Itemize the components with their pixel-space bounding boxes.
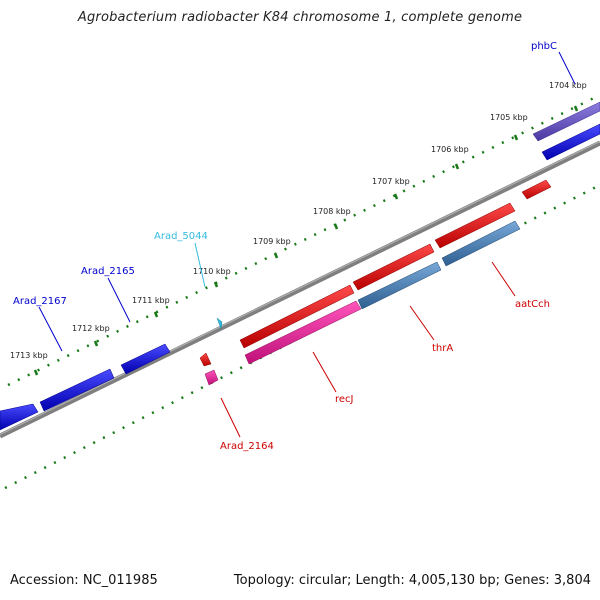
gene-label-thra[interactable]: thrA <box>432 343 453 354</box>
gene-label-arad-5044[interactable]: Arad_5044 <box>154 231 208 242</box>
gene-feature-blue-1[interactable] <box>120 343 171 375</box>
gene-feature-phbc[interactable] <box>532 101 600 142</box>
tick-label-1707: 1707 kbp <box>372 177 410 186</box>
gene-feature-recj[interactable] <box>244 300 362 365</box>
tick-label-1709: 1709 kbp <box>253 237 291 246</box>
gene-feature-red-small[interactable] <box>199 352 212 367</box>
inner-tick-track <box>4 183 600 490</box>
gene-feature-arad-2164[interactable] <box>204 369 219 386</box>
gene-feature-blue-3[interactable] <box>0 403 39 431</box>
reverse-strand-genes <box>199 220 521 386</box>
gene-callout-lines <box>38 51 576 438</box>
gene-feature-red-short[interactable] <box>521 179 552 200</box>
gene-labels: phbC Arad_5044 Arad_2165 Arad_2167 aatCc… <box>13 41 557 452</box>
gene-feature-red-3[interactable] <box>239 284 355 349</box>
chromosome-backbone <box>0 140 600 439</box>
gene-feature-red-1[interactable] <box>434 202 516 249</box>
outer-tick-track <box>7 93 600 387</box>
tick-labels: 1704 kbp 1705 kbp 1706 kbp 1707 kbp 1708… <box>10 81 587 360</box>
gene-label-arad-2164[interactable]: Arad_2164 <box>220 441 274 452</box>
gene-feature-blue-2[interactable] <box>39 368 115 412</box>
gene-label-arad-2165[interactable]: Arad_2165 <box>81 266 135 277</box>
tick-label-1711: 1711 kbp <box>132 296 170 305</box>
gene-label-arad-2167[interactable]: Arad_2167 <box>13 296 67 307</box>
map-title: Agrobacterium radiobacter K84 chromosome… <box>77 10 523 25</box>
major-tick-marks <box>33 105 579 376</box>
tick-label-1710: 1710 kbp <box>193 267 231 276</box>
tick-label-1712: 1712 kbp <box>72 324 110 333</box>
gene-feature-steel-1[interactable] <box>441 220 521 267</box>
gene-feature-blue-right[interactable] <box>541 123 600 161</box>
genome-summary-text: Topology: circular; Length: 4,005,130 bp… <box>233 573 591 588</box>
gene-label-phbc[interactable]: phbC <box>531 41 557 52</box>
tick-label-1705: 1705 kbp <box>490 113 528 122</box>
tick-label-1708: 1708 kbp <box>313 207 351 216</box>
gene-feature-red-2[interactable] <box>352 243 435 291</box>
accession-text: Accession: NC_011985 <box>10 573 158 588</box>
tick-label-1713: 1713 kbp <box>10 351 48 360</box>
gene-label-recj[interactable]: recJ <box>335 394 354 405</box>
gene-feature-arad-5044[interactable] <box>216 317 223 330</box>
gene-feature-steel-2[interactable] <box>357 261 442 310</box>
gene-label-aatcch[interactable]: aatCch <box>515 299 550 310</box>
tick-label-1706: 1706 kbp <box>431 145 469 154</box>
forward-strand-genes <box>0 101 600 431</box>
tick-label-1704: 1704 kbp <box>549 81 587 90</box>
